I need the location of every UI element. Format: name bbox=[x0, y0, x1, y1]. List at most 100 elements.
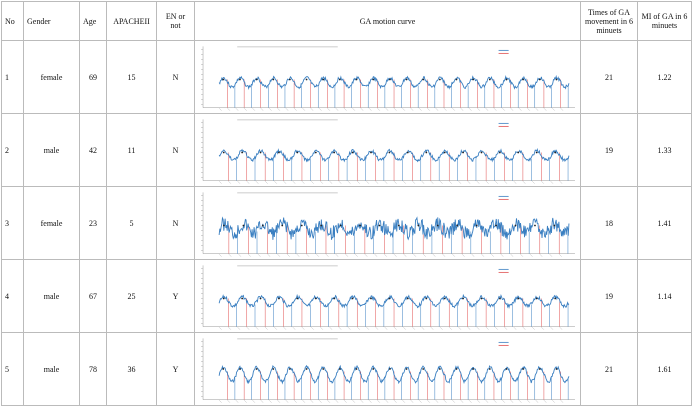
x-tick bbox=[377, 399, 380, 403]
x-tick bbox=[255, 326, 259, 330]
peak-dot bbox=[517, 151, 520, 153]
x-tick bbox=[413, 253, 417, 257]
peak-dot bbox=[535, 151, 538, 153]
x-tick bbox=[504, 326, 508, 330]
peak-dot bbox=[372, 78, 375, 80]
x-tick bbox=[257, 253, 261, 257]
peak-dot bbox=[314, 151, 317, 153]
peak-dot bbox=[488, 78, 491, 80]
peak-dot bbox=[425, 151, 428, 153]
peak-dot bbox=[455, 367, 458, 370]
x-tick bbox=[500, 253, 504, 257]
x-tick bbox=[560, 107, 564, 111]
x-tick bbox=[549, 253, 553, 257]
x-tick bbox=[375, 180, 379, 184]
peak-dot bbox=[338, 367, 341, 370]
peak-dot bbox=[495, 224, 497, 226]
x-tick bbox=[360, 107, 364, 111]
x-tick bbox=[354, 253, 358, 257]
x-tick bbox=[265, 326, 268, 330]
x-tick bbox=[318, 399, 322, 403]
x-tick bbox=[552, 399, 555, 403]
peak-dot bbox=[406, 151, 409, 153]
peak-dot bbox=[438, 78, 441, 80]
x-tick bbox=[265, 180, 268, 184]
x-tick bbox=[443, 107, 447, 111]
x-tick bbox=[412, 180, 416, 184]
x-tick bbox=[513, 326, 517, 330]
peak-dot bbox=[389, 367, 391, 370]
x-tick bbox=[493, 399, 497, 403]
cell-ga-curve bbox=[194, 40, 581, 114]
x-tick bbox=[235, 399, 239, 403]
x-tick bbox=[430, 326, 434, 330]
x-tick bbox=[522, 180, 526, 184]
x-tick bbox=[559, 180, 563, 184]
peak-dot bbox=[359, 224, 361, 226]
peak-dot bbox=[389, 78, 391, 80]
x-tick bbox=[277, 107, 281, 111]
peak-dot bbox=[378, 224, 381, 226]
peak-dot bbox=[517, 297, 520, 299]
peak-dot bbox=[388, 151, 391, 153]
cell-age: 42 bbox=[79, 113, 107, 187]
x-tick bbox=[238, 253, 242, 257]
peak-dot bbox=[338, 78, 341, 80]
x-tick bbox=[347, 326, 351, 330]
x-tick bbox=[287, 253, 290, 257]
x-tick bbox=[449, 326, 452, 330]
peak-dot bbox=[296, 297, 299, 299]
x-tick bbox=[432, 253, 436, 257]
x-tick bbox=[335, 399, 339, 403]
x-tick bbox=[485, 399, 489, 403]
x-tick bbox=[310, 399, 314, 403]
header-times: Times of GA movement in 6 minuets bbox=[580, 1, 638, 41]
x-tick bbox=[248, 253, 251, 257]
x-tick bbox=[316, 253, 319, 257]
peak-dot bbox=[472, 78, 475, 80]
x-tick bbox=[402, 107, 406, 111]
x-tick bbox=[550, 326, 554, 330]
peak-dot bbox=[322, 78, 325, 80]
x-tick bbox=[476, 180, 480, 184]
x-tick bbox=[228, 180, 232, 184]
cell-no: 4 bbox=[1, 259, 24, 333]
x-tick bbox=[237, 326, 241, 330]
x-tick bbox=[352, 107, 356, 111]
peak-dot bbox=[239, 78, 241, 80]
cell-gender: male bbox=[23, 113, 80, 187]
peak-dot bbox=[351, 151, 354, 153]
x-tick bbox=[255, 180, 259, 184]
x-tick bbox=[467, 180, 471, 184]
x-tick bbox=[485, 107, 489, 111]
x-tick bbox=[560, 399, 564, 403]
cell-times: 19 bbox=[580, 113, 638, 187]
peak-dot bbox=[534, 224, 536, 226]
x-tick bbox=[384, 326, 388, 330]
cell-mi: 1.61 bbox=[637, 332, 692, 406]
cell-mi: 1.22 bbox=[637, 40, 692, 114]
header-age: Age bbox=[79, 1, 107, 41]
x-tick bbox=[461, 253, 465, 257]
peak-dot bbox=[370, 151, 372, 153]
x-tick bbox=[476, 326, 480, 330]
cell-apache: 11 bbox=[106, 113, 157, 187]
peak-dot bbox=[333, 151, 336, 153]
table-row: 4 male 67 25 Y 19 1.14 bbox=[1, 259, 692, 333]
peak-dot bbox=[339, 224, 342, 226]
x-tick bbox=[218, 399, 222, 403]
cell-no: 1 bbox=[1, 40, 24, 114]
x-tick bbox=[502, 107, 505, 111]
cell-apache: 25 bbox=[106, 259, 157, 333]
x-tick bbox=[439, 180, 443, 184]
header-mi: MI of GA in 6 minuets bbox=[637, 1, 692, 41]
plot-title-placeholder bbox=[237, 337, 338, 339]
peak-dot bbox=[480, 297, 483, 299]
cell-apache: 36 bbox=[106, 332, 157, 406]
x-tick bbox=[343, 399, 347, 403]
x-tick bbox=[559, 253, 562, 257]
x-tick bbox=[285, 107, 289, 111]
x-tick bbox=[252, 107, 256, 111]
ga-motion-curve-plot bbox=[201, 191, 575, 257]
